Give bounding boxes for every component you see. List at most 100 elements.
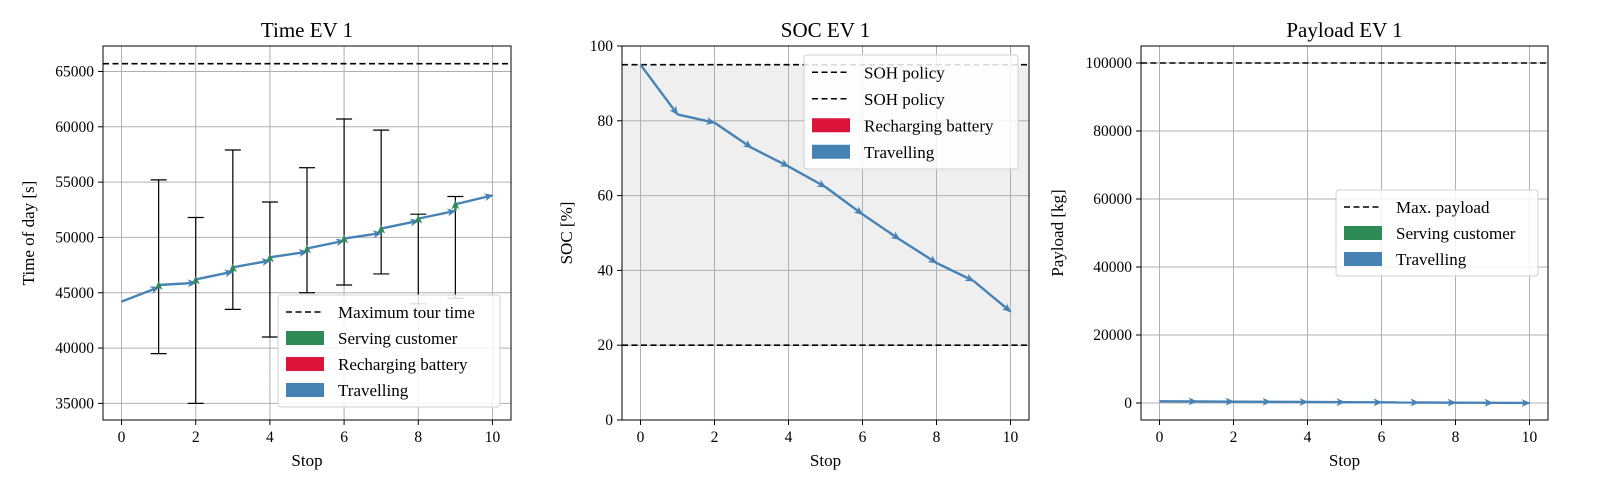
y-tick-label: 60000 [1093, 191, 1132, 208]
x-tick-label: 6 [859, 429, 867, 446]
travel-arrow [455, 193, 494, 206]
time-window-errorbar [410, 213, 427, 305]
y-tick-label: 40 [598, 262, 614, 279]
time-window-errorbar [336, 118, 353, 286]
time-window-errorbar [373, 129, 390, 275]
y-tick-label: 40000 [1093, 259, 1132, 276]
legend: Max. payload Serving customer Travelling [1335, 189, 1539, 277]
legend-label: Recharging battery [864, 116, 994, 135]
legend-label: Recharging battery [338, 355, 468, 374]
time-window-errorbar [261, 201, 278, 338]
legend-label: Travelling [864, 143, 935, 162]
x-tick-label: 4 [266, 429, 274, 446]
x-tick-label: 10 [485, 429, 501, 446]
travel-arrow [380, 218, 420, 230]
legend-patch-swatch [286, 383, 324, 397]
legend-label: Travelling [1396, 250, 1467, 269]
x-tick-label: 2 [192, 429, 200, 446]
legend-label: Maximum tour time [338, 303, 475, 322]
x-tick-label: 8 [414, 429, 422, 446]
legend-label: SOH policy [864, 90, 945, 109]
x-tick-label: 8 [933, 429, 941, 446]
legend-label: Serving customer [1396, 224, 1516, 243]
y-axis-label: SOC [%] [557, 202, 576, 265]
travel-arrow [898, 238, 938, 264]
travel-arrow [787, 165, 827, 189]
x-tick-label: 8 [1452, 429, 1460, 446]
x-axis-label: Stop [1329, 451, 1360, 470]
legend-label: Max. payload [1396, 198, 1490, 217]
travel-arrow [306, 238, 346, 250]
legend-box [803, 54, 1019, 170]
travel-arrow [232, 258, 271, 269]
x-tick-label: 4 [1304, 429, 1312, 446]
legend-box [1335, 189, 1539, 277]
y-tick-label: 80000 [1093, 123, 1132, 140]
legend-label: Serving customer [338, 329, 458, 348]
y-tick-label: 60 [598, 188, 614, 205]
legend: Maximum tour time Serving customer Recharg… [277, 294, 501, 408]
legend-label: SOH policy [864, 63, 945, 82]
travel-arrow [418, 208, 457, 220]
y-axis-label: Payload [kg] [1048, 189, 1067, 276]
y-tick-label: 60000 [55, 119, 94, 136]
time-window-errorbar [150, 179, 167, 355]
chart-title: SOC EV 1 [781, 18, 870, 42]
x-axis-label: Stop [810, 451, 841, 470]
y-tick-label: 100 [590, 38, 614, 55]
y-tick-label: 65000 [55, 63, 94, 80]
y-tick-label: 55000 [55, 174, 94, 191]
legend-label: Travelling [338, 381, 409, 400]
legend-patch-swatch [1344, 252, 1382, 266]
travel-arrow [158, 279, 197, 288]
y-tick-label: 0 [605, 412, 613, 429]
travel-arrow [713, 121, 753, 149]
x-tick-label: 2 [711, 429, 719, 446]
axes-frame [621, 45, 1030, 421]
y-tick-label: 0 [1124, 395, 1132, 412]
travel-arrow [639, 63, 679, 116]
x-tick-label: 6 [340, 429, 348, 446]
travel-arrow [677, 113, 716, 125]
time-chart: 0 2 4 6 8 10 35000 40000 45000 50000 55000 60000 650… [19, 18, 512, 470]
payload-chart: 0 2 4 6 8 10 0 20000 40000 60000 80000 100000 Payloa… [1048, 18, 1549, 470]
travel-arrow [861, 213, 901, 241]
legend-patch-swatch [286, 331, 324, 345]
x-axis-label: Stop [291, 451, 322, 470]
travel-arrow [824, 186, 864, 216]
axes-frame [102, 45, 512, 421]
travel-arrow [750, 146, 790, 168]
x-tick-label: 0 [637, 429, 645, 446]
x-tick-label: 10 [1522, 429, 1538, 446]
y-tick-label: 80 [598, 113, 614, 130]
x-tick-label: 2 [1230, 429, 1238, 446]
time-window-errorbar [187, 216, 204, 405]
x-tick-label: 0 [118, 429, 126, 446]
y-axis-label: Time of day [s] [19, 181, 38, 286]
legend-box [277, 294, 501, 408]
travel-arrow [343, 230, 383, 240]
y-tick-label: 45000 [55, 285, 94, 302]
chart-title: Time EV 1 [261, 18, 353, 42]
time-window-errorbar [299, 167, 315, 294]
x-tick-label: 10 [1003, 429, 1019, 446]
travel-arrow [121, 286, 160, 303]
legend-patch-swatch [812, 144, 850, 159]
y-tick-label: 100000 [1086, 55, 1133, 72]
y-tick-label: 20000 [1093, 327, 1132, 344]
travel-arrow [195, 269, 234, 281]
x-tick-label: 0 [1156, 429, 1164, 446]
legend: SOH policy SOH policy Recharging battery Tr… [803, 54, 1019, 170]
time-window-errorbar [224, 149, 241, 310]
legend-patch-swatch [1344, 226, 1382, 240]
axes-frame [1140, 45, 1549, 421]
x-tick-label: 6 [1378, 429, 1386, 446]
y-tick-label: 40000 [55, 340, 94, 357]
y-tick-label: 50000 [55, 229, 94, 246]
chart-title: Payload EV 1 [1286, 18, 1402, 42]
y-tick-label: 35000 [55, 395, 94, 412]
y-tick-label: 20 [598, 337, 614, 354]
legend-patch-swatch [812, 118, 850, 133]
